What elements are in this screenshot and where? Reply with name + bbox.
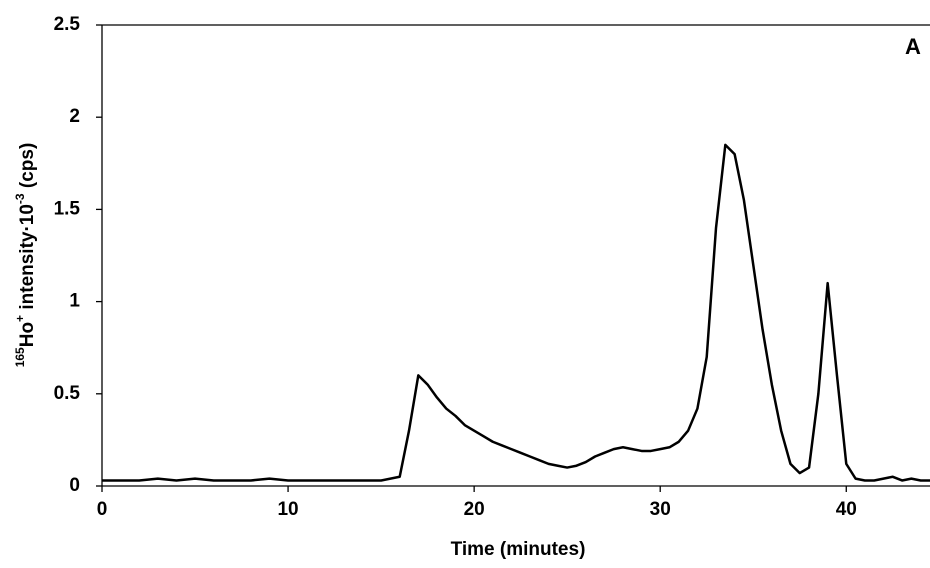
y-axis-label-part: Ho bbox=[17, 322, 38, 347]
y-axis-label: 165Ho+ intensity·10-3 (cps) bbox=[13, 143, 38, 368]
y-tick-label: 0 bbox=[69, 475, 80, 496]
panel-label: A bbox=[905, 34, 921, 59]
y-tick-label: 2 bbox=[69, 106, 80, 127]
x-tick-label: 20 bbox=[464, 499, 485, 520]
y-axis-label-part: intensity·10 bbox=[17, 204, 38, 315]
x-tick-label: 10 bbox=[277, 499, 298, 520]
y-tick-label: 1.5 bbox=[54, 198, 81, 219]
x-tick-label: 30 bbox=[650, 499, 671, 520]
y-axis-label-part: (cps) bbox=[17, 143, 38, 194]
y-tick-label: 1 bbox=[69, 291, 80, 312]
y-tick-label: 2.5 bbox=[54, 14, 81, 35]
x-axis-label: Time (minutes) bbox=[451, 539, 586, 560]
y-tick-label: 0.5 bbox=[54, 383, 81, 404]
y-axis-label-part: 165 bbox=[13, 347, 27, 367]
data-line bbox=[102, 143, 930, 482]
x-tick-label: 40 bbox=[836, 499, 857, 520]
y-axis-label-part: -3 bbox=[13, 193, 27, 204]
y-axis-label-part: + bbox=[13, 315, 27, 322]
x-tick-label: 0 bbox=[97, 499, 108, 520]
